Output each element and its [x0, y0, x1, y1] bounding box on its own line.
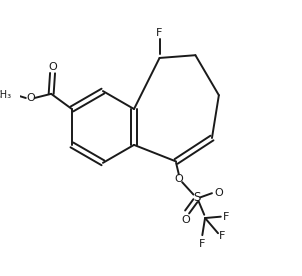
Text: F: F	[199, 239, 205, 249]
Text: F: F	[223, 212, 229, 222]
Text: O: O	[26, 93, 35, 103]
Text: CH₃: CH₃	[0, 90, 11, 100]
Text: F: F	[218, 231, 225, 241]
Text: O: O	[175, 174, 183, 184]
Text: O: O	[48, 62, 57, 72]
Text: F: F	[156, 28, 163, 38]
Text: S: S	[193, 191, 201, 204]
Text: O: O	[214, 188, 223, 198]
Text: O: O	[182, 215, 190, 225]
